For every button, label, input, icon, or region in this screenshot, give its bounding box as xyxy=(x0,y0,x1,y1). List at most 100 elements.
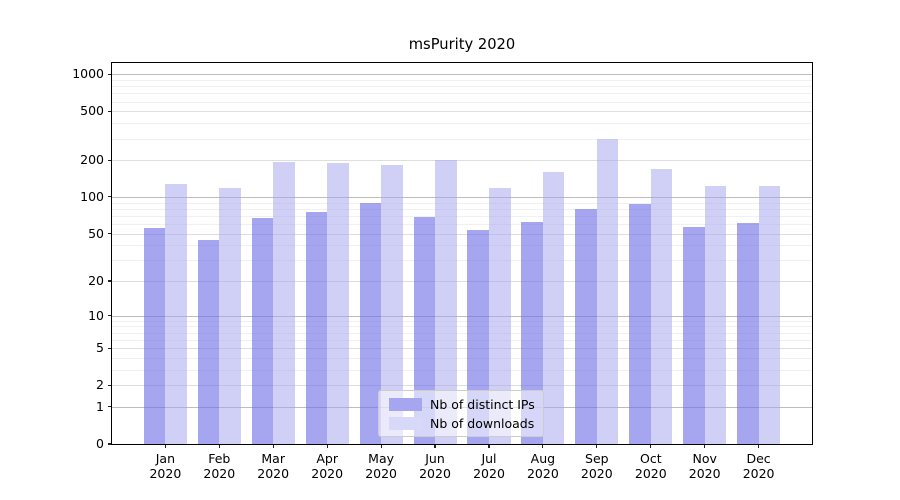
y-axis-tick xyxy=(107,406,112,408)
x-axis-tick xyxy=(326,444,328,448)
x-axis-tick xyxy=(218,444,220,448)
bar-distinct-ips-oct xyxy=(629,204,651,444)
minor-gridline xyxy=(112,101,812,103)
y-axis-tick-label: 100 xyxy=(80,188,104,204)
legend-swatch-downloads-icon xyxy=(389,416,422,430)
bar-distinct-ips-nov xyxy=(683,226,705,444)
x-axis-tick xyxy=(164,444,166,448)
x-axis-tick xyxy=(650,444,652,448)
minor-gridline xyxy=(112,215,812,217)
x-axis-tick-label: Sep 2020 xyxy=(580,451,613,481)
bar-downloads-nov xyxy=(704,185,727,444)
minor-gridline xyxy=(112,332,812,334)
bar-distinct-ips-dec xyxy=(737,223,759,444)
y-axis-tick xyxy=(107,73,112,75)
y-axis-tick xyxy=(107,110,112,112)
minor-gridline xyxy=(112,208,812,210)
x-axis-tick-label: Aug 2020 xyxy=(526,451,559,481)
bar-distinct-ips-sep xyxy=(575,208,597,444)
gridline-20 xyxy=(112,281,812,282)
y-axis-tick xyxy=(107,280,112,282)
x-axis-tick xyxy=(596,444,598,448)
legend-label-downloads: Nb of downloads xyxy=(430,415,535,431)
minor-gridline xyxy=(112,339,812,341)
bar-downloads-oct xyxy=(650,168,673,444)
legend-entry-downloads: Nb of downloads xyxy=(389,416,543,431)
bar-downloads-feb xyxy=(219,187,241,444)
x-axis-tick-label: Apr 2020 xyxy=(311,451,344,481)
minor-gridline xyxy=(112,79,812,81)
y-axis-tick-label: 1 xyxy=(96,398,104,414)
y-axis-tick-label: 500 xyxy=(80,103,104,119)
minor-gridline xyxy=(112,245,812,247)
legend-entry-distinct-ips: Nb of distinct IPs xyxy=(389,397,543,412)
bar-downloads-jun xyxy=(435,160,457,444)
gridline-50 xyxy=(112,233,812,235)
bar-distinct-ips-feb xyxy=(197,240,220,444)
chart-title: msPurity 2020 xyxy=(408,36,516,53)
y-axis-tick-label: 50 xyxy=(88,225,104,241)
bar-distinct-ips-aug xyxy=(521,222,543,444)
y-axis-tick-label: 200 xyxy=(80,152,104,168)
minor-gridline xyxy=(112,357,812,359)
y-axis-tick xyxy=(107,159,112,161)
y-axis-tick xyxy=(107,232,112,235)
minor-gridline xyxy=(112,320,812,322)
x-axis-tick-label: Jul 2020 xyxy=(473,451,505,481)
x-axis-tick-label: Oct 2020 xyxy=(634,451,667,481)
y-axis-tick-label: 0 xyxy=(96,436,104,451)
gridline-1000 xyxy=(112,74,812,76)
x-axis-tick xyxy=(272,444,274,448)
minor-gridline xyxy=(112,369,812,371)
legend-swatch-distinct-ips-icon xyxy=(389,397,422,411)
y-axis-tick-label: 1000 xyxy=(72,66,104,82)
y-axis-tick-label: 20 xyxy=(88,273,104,288)
minor-gridline xyxy=(112,86,812,88)
bar-downloads-may xyxy=(381,164,403,444)
gridline-5 xyxy=(112,348,812,350)
x-axis-tick-label: Feb 2020 xyxy=(203,451,236,481)
x-axis-tick-label: Jan 2020 xyxy=(149,451,182,481)
minor-gridline xyxy=(112,326,812,328)
bar-downloads-apr xyxy=(327,163,349,444)
bar-downloads-sep xyxy=(596,139,619,444)
gridline-100 xyxy=(112,196,812,198)
y-axis-tick-label: 2 xyxy=(96,377,104,393)
x-axis-tick-label: Jun 2020 xyxy=(419,451,451,481)
x-axis-tick-label: Dec 2020 xyxy=(742,451,775,481)
minor-gridline xyxy=(112,93,812,95)
bar-distinct-ips-jun xyxy=(413,217,436,444)
x-axis-tick xyxy=(758,444,760,448)
gridline-10 xyxy=(112,315,812,317)
bar-distinct-ips-mar xyxy=(251,218,274,444)
x-axis-tick xyxy=(704,444,706,448)
minor-gridline xyxy=(112,260,812,262)
x-axis-tick-label: May 2020 xyxy=(365,451,397,481)
gridline-200 xyxy=(112,160,812,162)
bar-downloads-jul xyxy=(489,188,511,444)
minor-gridline xyxy=(112,202,812,204)
legend-label-distinct-ips: Nb of distinct IPs xyxy=(430,396,535,412)
y-axis-tick-label: 10 xyxy=(88,307,104,323)
x-axis-tick-label: Mar 2020 xyxy=(257,451,290,481)
x-axis-tick xyxy=(434,444,436,448)
bar-downloads-dec xyxy=(758,186,781,444)
bar-downloads-jan xyxy=(165,184,187,444)
bar-distinct-ips-jan xyxy=(143,227,166,444)
y-axis-tick xyxy=(107,384,112,386)
bar-downloads-mar xyxy=(273,161,295,444)
gridline-500 xyxy=(112,111,812,113)
x-axis-tick xyxy=(380,444,382,448)
y-axis-tick xyxy=(107,347,112,349)
minor-gridline xyxy=(112,123,812,125)
gridline-2 xyxy=(112,385,812,387)
y-axis-tick-label: 5 xyxy=(96,340,104,356)
bar-downloads-aug xyxy=(542,171,565,444)
y-axis-tick xyxy=(107,443,112,445)
x-axis-tick-label: Nov 2020 xyxy=(688,451,721,481)
y-axis-tick xyxy=(107,196,112,198)
x-axis-tick xyxy=(488,444,490,448)
bar-distinct-ips-may xyxy=(359,203,382,444)
x-axis-tick xyxy=(542,444,544,448)
